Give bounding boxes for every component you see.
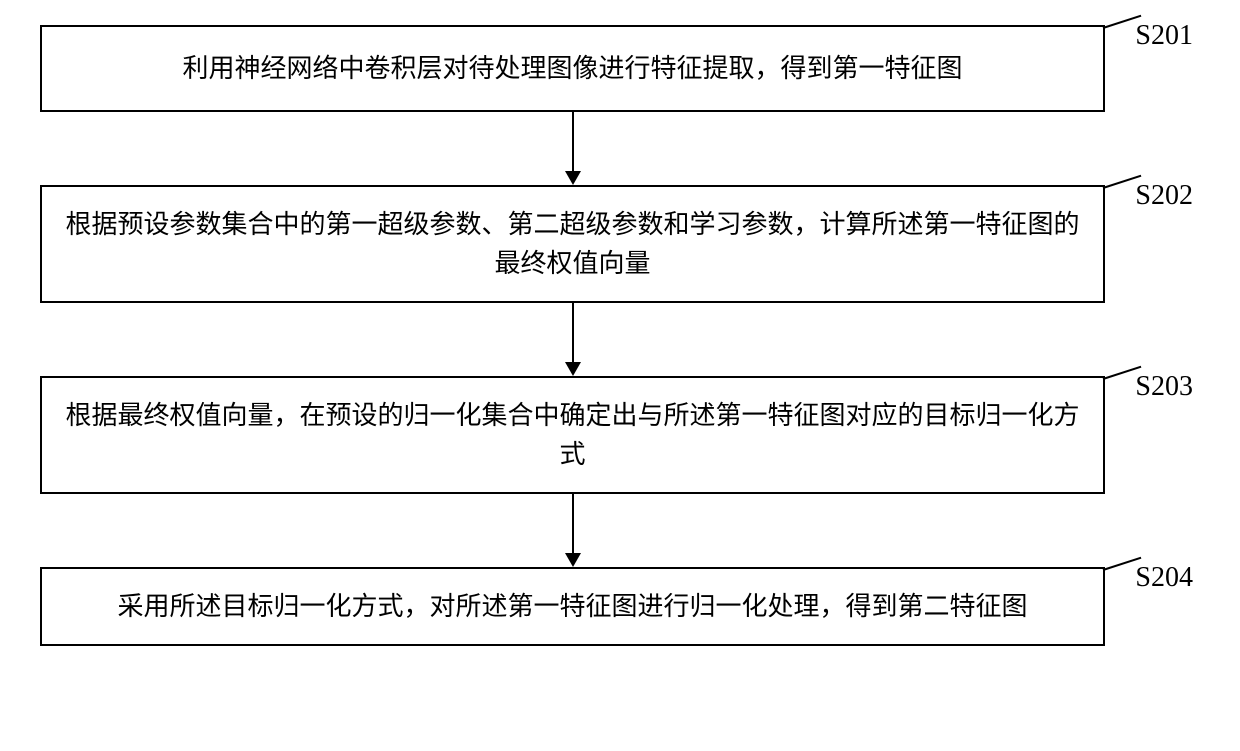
arrow-s203-s204: [40, 494, 1105, 567]
step-label-s203: S203: [1135, 366, 1193, 408]
step-label-s204: S204: [1135, 557, 1193, 599]
flowchart: S201 利用神经网络中卷积层对待处理图像进行特征提取，得到第一特征图 S202…: [40, 25, 1200, 646]
step-text-s204: 采用所述目标归一化方式，对所述第一特征图进行归一化处理，得到第二特征图: [117, 592, 1027, 621]
arrow-head-icon: [565, 362, 581, 376]
step-box-s203: S203 根据最终权值向量，在预设的归一化集合中确定出与所述第一特征图对应的目标…: [40, 376, 1105, 494]
arrow-head-icon: [565, 171, 581, 185]
arrow-line: [572, 112, 574, 172]
arrow-s202-s203: [40, 303, 1105, 376]
step-box-s201: S201 利用神经网络中卷积层对待处理图像进行特征提取，得到第一特征图: [40, 25, 1105, 112]
step-label-s201: S201: [1135, 15, 1193, 57]
arrow-head-icon: [565, 553, 581, 567]
arrow-line: [572, 303, 574, 363]
arrow-line: [572, 494, 574, 554]
step-box-s202: S202 根据预设参数集合中的第一超级参数、第二超级参数和学习参数，计算所述第一…: [40, 185, 1105, 303]
step-box-s204: S204 采用所述目标归一化方式，对所述第一特征图进行归一化处理，得到第二特征图: [40, 567, 1105, 646]
step-text-s202: 根据预设参数集合中的第一超级参数、第二超级参数和学习参数，计算所述第一特征图的最…: [65, 210, 1079, 278]
step-label-s202: S202: [1135, 175, 1193, 217]
step-text-s203: 根据最终权值向量，在预设的归一化集合中确定出与所述第一特征图对应的目标归一化方式: [65, 401, 1079, 469]
step-text-s201: 利用神经网络中卷积层对待处理图像进行特征提取，得到第一特征图: [182, 54, 962, 83]
arrow-s201-s202: [40, 112, 1105, 185]
